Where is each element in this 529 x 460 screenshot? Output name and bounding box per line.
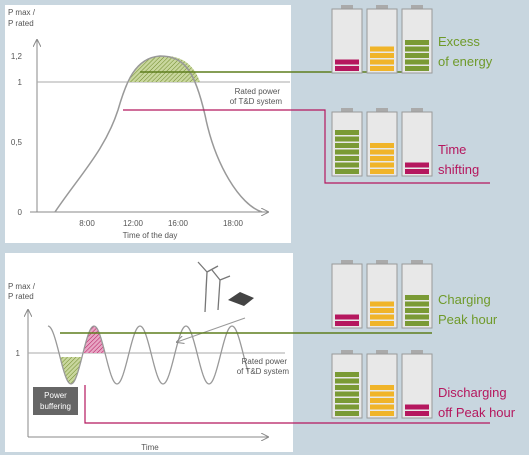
battery-cell — [370, 150, 394, 155]
battery-cap — [341, 108, 353, 112]
battery-cap — [376, 350, 388, 354]
x-tick-label: 16:00 — [168, 219, 189, 228]
y-axis-label: P max / — [8, 8, 36, 17]
battery-cap — [411, 260, 423, 264]
infographic: P max / P rated 1,2 1 0,5 0 8:00 12:00 1… — [0, 0, 529, 455]
battery-cell — [405, 405, 429, 410]
battery-cell — [335, 315, 359, 320]
battery-cell — [370, 163, 394, 168]
battery-cell — [370, 169, 394, 174]
battery-cap — [411, 108, 423, 112]
annotation: Rated power — [235, 87, 281, 96]
battery-cell — [370, 302, 394, 307]
battery-cell — [405, 169, 429, 174]
battery-cell — [405, 295, 429, 300]
box-label: buffering — [40, 402, 71, 411]
battery-cell — [405, 302, 429, 307]
battery-cell — [405, 308, 429, 313]
battery-cell — [370, 411, 394, 416]
battery-cap — [341, 5, 353, 9]
y-tick-label: 1 — [18, 78, 23, 87]
callout: Discharging — [438, 385, 507, 400]
y-axis-label: P rated — [8, 292, 34, 301]
battery-cell — [335, 156, 359, 161]
battery-cell — [405, 163, 429, 168]
callout: Time — [438, 142, 466, 157]
battery-cell — [370, 66, 394, 71]
battery-cell — [370, 156, 394, 161]
battery-cell — [370, 315, 394, 320]
battery-cell — [405, 60, 429, 65]
battery-cap — [341, 350, 353, 354]
battery-cell — [405, 411, 429, 416]
battery-cell — [335, 398, 359, 403]
battery-cell — [370, 385, 394, 390]
y-axis-label: P rated — [8, 19, 34, 28]
battery-cell — [335, 137, 359, 142]
annotation: Rated power — [242, 357, 288, 366]
battery-cell — [335, 411, 359, 416]
battery-cell — [335, 321, 359, 326]
x-tick-label: 8:00 — [79, 219, 95, 228]
battery-cell — [335, 385, 359, 390]
callout: Charging — [438, 292, 491, 307]
battery-cell — [335, 163, 359, 168]
battery-cell — [370, 398, 394, 403]
annotation: of T&D system — [237, 367, 290, 376]
battery-cell — [335, 392, 359, 397]
y-tick-label: 0 — [18, 208, 23, 217]
battery-cell — [335, 130, 359, 135]
battery-cell — [370, 60, 394, 65]
battery-cell — [335, 143, 359, 148]
battery-cap — [376, 260, 388, 264]
battery-cell — [335, 372, 359, 377]
battery-cell — [405, 66, 429, 71]
callout: of energy — [438, 54, 493, 69]
battery-cell — [370, 321, 394, 326]
y-tick-label: 0,5 — [11, 138, 23, 147]
x-axis-label: Time of the day — [123, 231, 178, 240]
battery-cell — [335, 60, 359, 65]
battery-cell — [335, 379, 359, 384]
battery-cell — [405, 47, 429, 52]
battery-cell — [370, 405, 394, 410]
callout: Peak hour — [438, 312, 498, 327]
battery-cell — [370, 392, 394, 397]
battery-cell — [405, 321, 429, 326]
battery-cell — [335, 169, 359, 174]
battery-cell — [405, 315, 429, 320]
battery-cell — [335, 66, 359, 71]
y-axis-label: P max / — [8, 282, 36, 291]
battery-cap — [376, 108, 388, 112]
callout: off Peak hour — [438, 405, 516, 420]
box-label: Power — [44, 391, 67, 400]
battery-cell — [335, 405, 359, 410]
battery-cell — [405, 53, 429, 58]
battery-cell — [405, 40, 429, 45]
battery-cell — [335, 150, 359, 155]
top-panel — [5, 5, 291, 243]
battery-cap — [411, 350, 423, 354]
callout: Excess — [438, 34, 480, 49]
battery-cap — [411, 5, 423, 9]
x-tick-label: 18:00 — [223, 219, 244, 228]
y-tick-label: 1,2 — [11, 52, 23, 61]
y-tick-label: 1 — [16, 349, 21, 358]
annotation: of T&D system — [230, 97, 283, 106]
x-axis-label: Time — [141, 443, 159, 452]
x-tick-label: 12:00 — [123, 219, 144, 228]
battery-cap — [376, 5, 388, 9]
battery-cap — [341, 260, 353, 264]
callout: shifting — [438, 162, 479, 177]
battery-cell — [370, 308, 394, 313]
battery-cell — [370, 47, 394, 52]
battery-cell — [370, 143, 394, 148]
battery-cell — [370, 53, 394, 58]
